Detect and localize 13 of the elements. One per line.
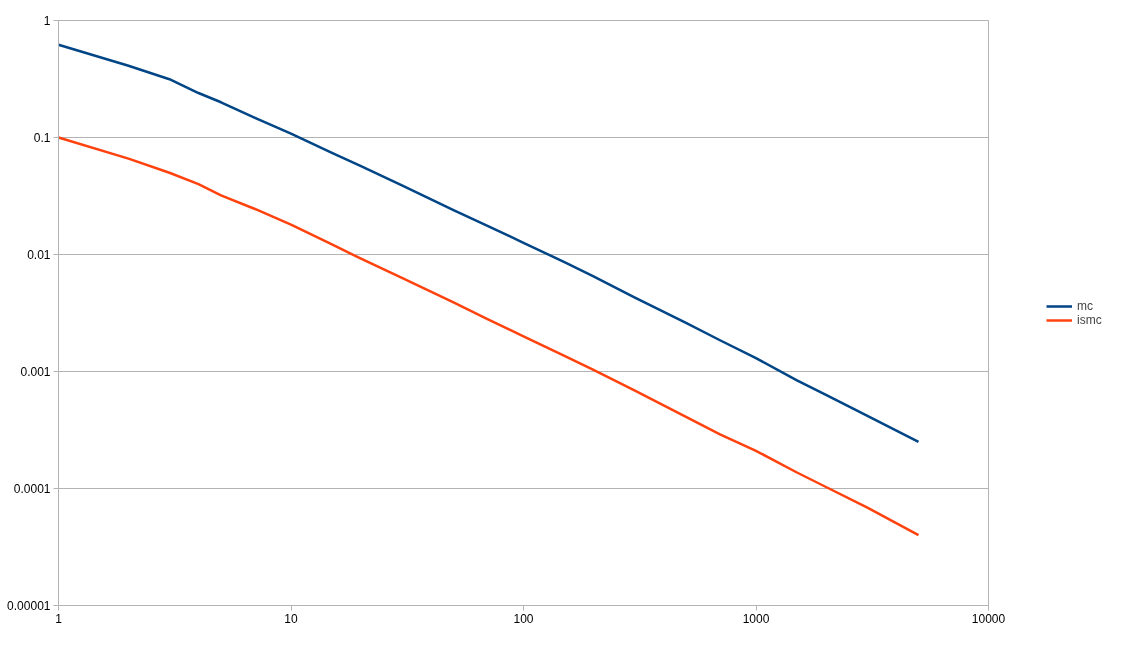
y-tick-label: 0.001 (20, 365, 51, 379)
x-tick-label: 100 (513, 611, 534, 626)
y-tick-label: 1 (43, 14, 51, 28)
y-tick-label: 0.00001 (7, 599, 51, 613)
legend-label: mc (1077, 298, 1094, 313)
legend-label: ismc (1077, 312, 1102, 327)
x-tick-label: 1 (55, 611, 63, 626)
x-tick-label: 10000 (971, 611, 1006, 626)
y-tick-label: 0.1 (33, 131, 51, 145)
y-tick-label: 0.01 (27, 248, 51, 262)
y-tick-label: 0.0001 (13, 482, 51, 496)
x-tick-label: 10 (284, 611, 298, 626)
x-tick-label: 1000 (742, 611, 770, 626)
